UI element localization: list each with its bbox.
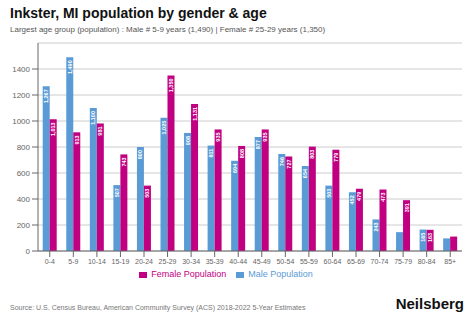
svg-text:1,267: 1,267 <box>43 89 49 103</box>
html-text:Neilsberg: Neilsberg <box>395 295 464 312</box>
svg-text:0: 0 <box>26 247 31 256</box>
svg-text:45-49: 45-49 <box>253 258 271 265</box>
svg-text:85+: 85+ <box>444 258 456 265</box>
svg-text:60-64: 60-64 <box>323 258 341 265</box>
svg-text:808: 808 <box>239 149 245 158</box>
svg-text:65-69: 65-69 <box>347 258 365 265</box>
svg-text:800: 800 <box>17 143 31 152</box>
html-text:Source: U.S. Census Bureau, Am: Source: U.S. Census Bureau, American Com… <box>10 304 306 311</box>
html-text:Inkster, MI population by gend: Inkster, MI population by gender & age <box>10 5 267 21</box>
svg-text:935: 935 <box>215 132 221 141</box>
svg-text:165: 165 <box>420 233 426 242</box>
svg-text:1,100: 1,100 <box>90 111 96 125</box>
svg-text:80-84: 80-84 <box>418 258 436 265</box>
svg-text:503: 503 <box>144 189 150 198</box>
svg-text:30-34: 30-34 <box>182 258 200 265</box>
svg-text:800: 800 <box>137 150 143 159</box>
svg-text:694: 694 <box>232 163 238 173</box>
svg-text:163: 163 <box>427 233 433 242</box>
svg-text:35-39: 35-39 <box>206 258 224 265</box>
svg-text:600: 600 <box>17 169 31 178</box>
svg-text:20-24: 20-24 <box>135 258 153 265</box>
svg-text:452: 452 <box>349 195 355 204</box>
svg-text:811: 811 <box>208 149 214 158</box>
svg-text:654: 654 <box>302 168 308 178</box>
svg-text:803: 803 <box>309 150 315 159</box>
svg-text:1200: 1200 <box>12 91 30 100</box>
svg-text:503: 503 <box>326 189 332 198</box>
svg-text:1000: 1000 <box>12 117 30 126</box>
html-text:Largest age group (population): Largest age group (population) : Male # … <box>10 25 326 34</box>
svg-text:1,131: 1,131 <box>192 107 198 121</box>
svg-text:200: 200 <box>17 221 31 230</box>
svg-text:743: 743 <box>121 157 127 166</box>
svg-text:5-9: 5-9 <box>68 258 78 265</box>
svg-text:981: 981 <box>97 126 103 135</box>
svg-text:1,490: 1,490 <box>67 60 73 74</box>
svg-text:507: 507 <box>114 188 120 197</box>
svg-text:1,350: 1,350 <box>168 79 174 93</box>
svg-text:779: 779 <box>333 153 339 162</box>
svg-text:391: 391 <box>404 203 410 212</box>
svg-text:75-79: 75-79 <box>394 258 412 265</box>
svg-text:877: 877 <box>255 140 261 149</box>
svg-text:727: 727 <box>286 159 292 168</box>
svg-text:935: 935 <box>262 132 268 141</box>
svg-text:70-74: 70-74 <box>371 258 389 265</box>
svg-text:908: 908 <box>185 136 191 145</box>
svg-text:1,013: 1,013 <box>50 122 56 136</box>
svg-text:1400: 1400 <box>12 65 30 74</box>
svg-text:473: 473 <box>380 193 386 202</box>
svg-text:400: 400 <box>17 195 31 204</box>
svg-text:55-59: 55-59 <box>300 258 318 265</box>
svg-text:243: 243 <box>373 222 379 231</box>
svg-text:746: 746 <box>279 157 285 166</box>
svg-text:0-4: 0-4 <box>45 258 55 265</box>
svg-text:1,025: 1,025 <box>161 121 167 135</box>
svg-text:40-44: 40-44 <box>229 258 247 265</box>
html-text:Female Population: Female Population <box>151 269 227 279</box>
html-text:Male Population: Male Population <box>248 269 313 279</box>
svg-text:10-14: 10-14 <box>88 258 106 265</box>
svg-text:25-29: 25-29 <box>159 258 177 265</box>
svg-text:15-19: 15-19 <box>111 258 129 265</box>
svg-text:50-54: 50-54 <box>276 258 294 265</box>
svg-text:479: 479 <box>356 192 362 201</box>
svg-text:913: 913 <box>74 135 80 144</box>
